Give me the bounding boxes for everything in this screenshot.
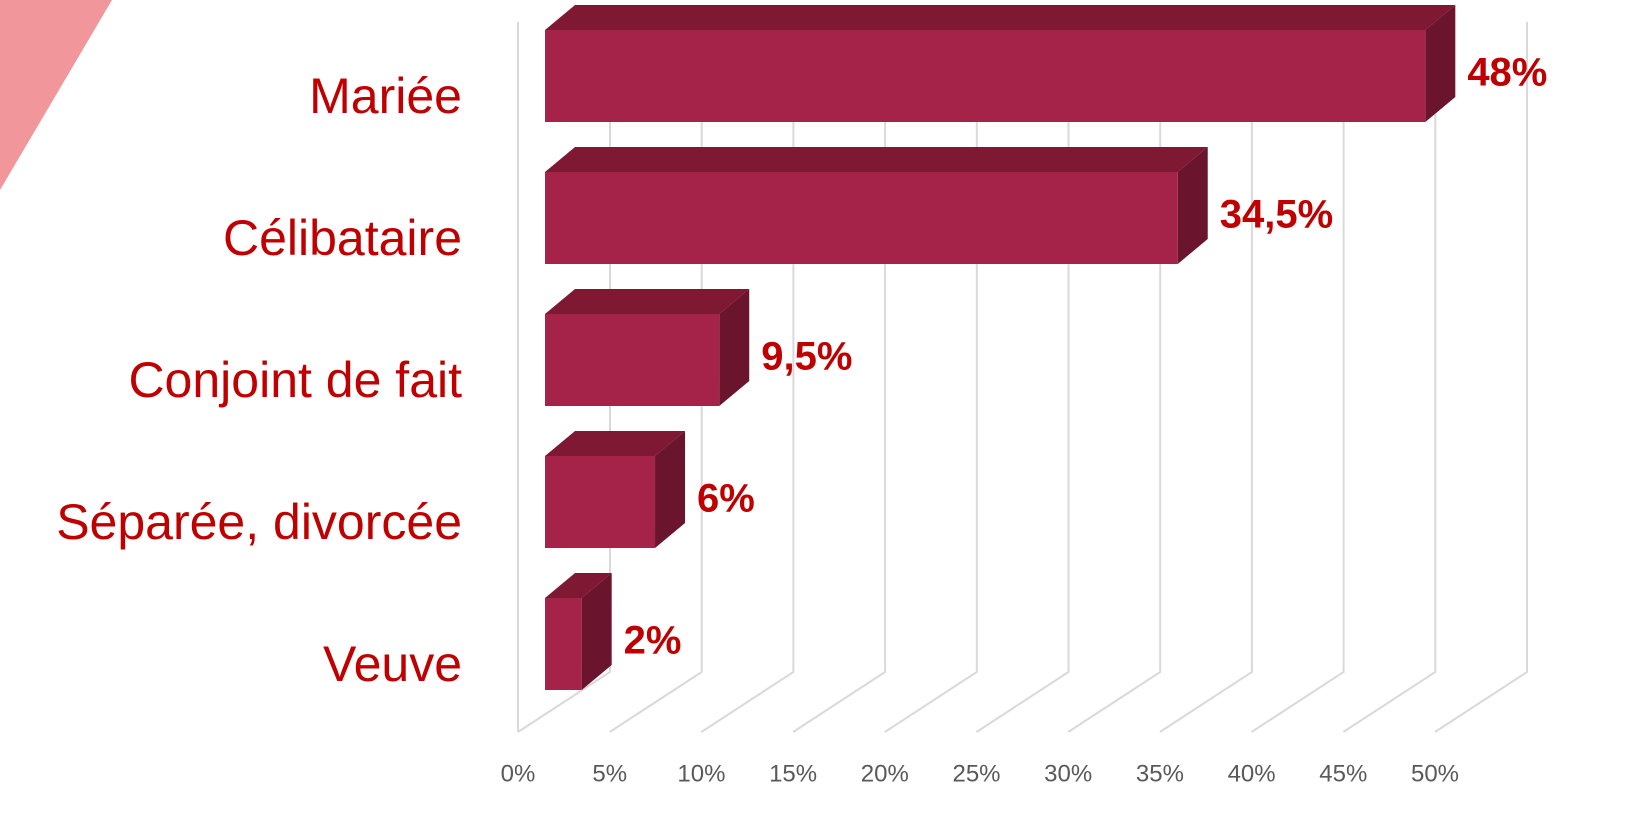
bar-top	[545, 289, 750, 314]
grid-line	[1434, 22, 1528, 733]
value-label: 6%	[697, 477, 755, 521]
grid-line	[975, 22, 1070, 733]
bar-top	[545, 431, 686, 456]
x-tick-label: 45%	[1319, 760, 1367, 787]
category-label: Mariée	[309, 68, 462, 124]
bar-side	[719, 289, 750, 406]
grid-line	[1342, 22, 1437, 733]
grid-line	[884, 22, 978, 733]
value-label: 2%	[624, 619, 682, 663]
bar	[545, 30, 1426, 122]
value-label: 48%	[1467, 51, 1547, 95]
value-label: 34,5%	[1220, 193, 1333, 237]
x-tick-label: 20%	[861, 760, 909, 787]
bar-top	[545, 5, 1456, 30]
bar-top	[545, 573, 612, 598]
x-tick-label: 40%	[1228, 760, 1276, 787]
x-tick-label: 0%	[501, 760, 536, 787]
grid-line	[1067, 22, 1162, 733]
category-label: Séparée, divorcée	[56, 494, 462, 550]
bar-side	[655, 431, 686, 548]
x-tick-label: 5%	[592, 760, 627, 787]
x-tick-label: 50%	[1411, 760, 1459, 787]
bar	[545, 314, 720, 406]
value-label: 9,5%	[761, 335, 852, 379]
x-tick-label: 25%	[952, 760, 1000, 787]
bar	[545, 598, 582, 690]
bar-side	[581, 573, 612, 690]
grid-line	[1251, 22, 1345, 733]
category-label: Célibataire	[223, 210, 462, 266]
bar-top	[545, 147, 1208, 172]
grid-line	[1159, 22, 1253, 733]
x-tick-label: 10%	[677, 760, 725, 787]
x-tick-label: 35%	[1136, 760, 1184, 787]
bar	[545, 456, 656, 548]
x-tick-label: 15%	[769, 760, 817, 787]
category-label: Conjoint de fait	[128, 352, 462, 408]
x-tick-label: 30%	[1044, 760, 1092, 787]
decoration	[0, 0, 112, 190]
category-label: Veuve	[323, 636, 462, 692]
bar-side	[1177, 147, 1208, 264]
bar-side	[1425, 5, 1456, 122]
bar	[545, 172, 1178, 264]
